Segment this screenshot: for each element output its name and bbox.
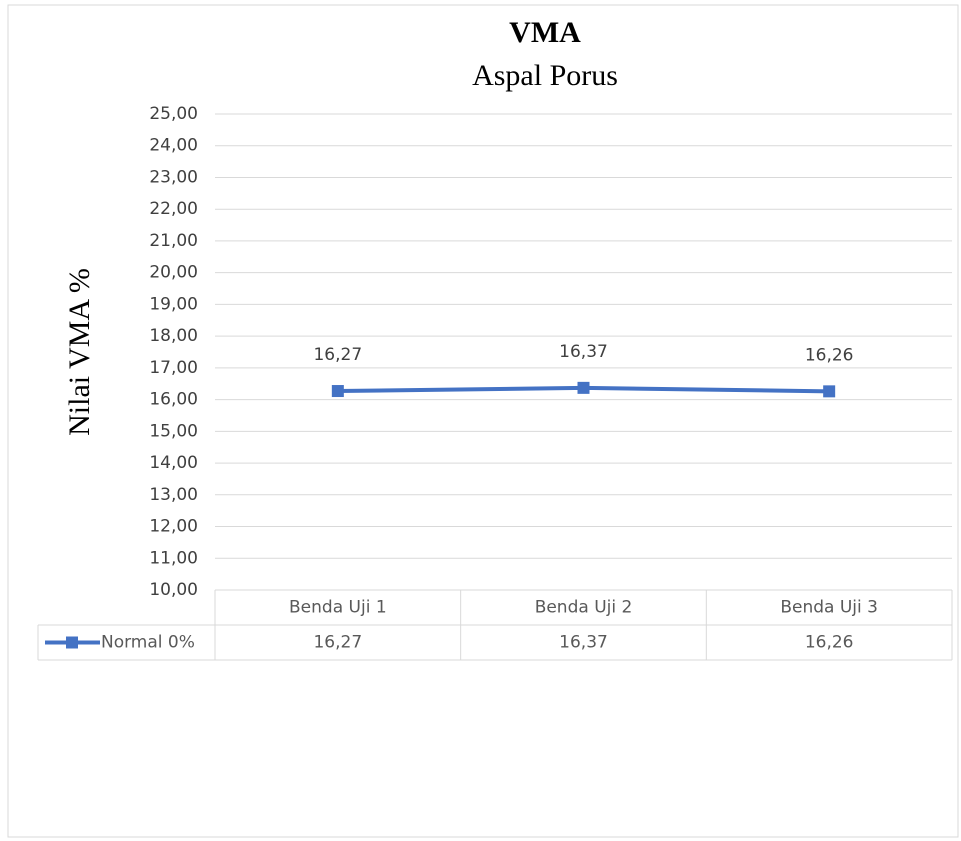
y-tick-label: 22,00 xyxy=(149,199,198,219)
y-tick-label: 20,00 xyxy=(149,263,198,283)
marker xyxy=(577,381,590,394)
y-tick-label: 18,00 xyxy=(149,326,198,346)
y-tick-label: 16,00 xyxy=(149,390,198,410)
x-tick-label: Benda Uji 3 xyxy=(780,598,878,618)
data-label: 16,37 xyxy=(559,342,608,362)
y-tick-label: 21,00 xyxy=(149,231,198,251)
marker xyxy=(823,385,836,398)
y-axis-label: Nilai VMA % xyxy=(63,268,96,436)
chart-title: VMA xyxy=(509,16,581,49)
y-tick-label: 15,00 xyxy=(149,421,198,441)
y-tick-label: 25,00 xyxy=(149,104,198,124)
y-tick-label: 13,00 xyxy=(149,485,198,505)
legend-marker xyxy=(66,636,78,649)
table-value: 16,26 xyxy=(805,633,854,653)
x-tick-label: Benda Uji 2 xyxy=(535,598,633,618)
chart-border xyxy=(7,4,959,838)
y-tick-label: 12,00 xyxy=(149,517,198,537)
y-tick-label: 24,00 xyxy=(149,136,198,156)
legend-label: Normal 0% xyxy=(101,633,195,653)
y-tick-label: 19,00 xyxy=(149,294,198,314)
chart-subtitle: Aspal Porus xyxy=(472,59,618,92)
x-tick-label: Benda Uji 1 xyxy=(289,598,387,618)
y-tick-label: 23,00 xyxy=(149,167,198,187)
y-tick-label: 17,00 xyxy=(149,358,198,378)
y-tick-label: 11,00 xyxy=(149,548,198,568)
y-tick-label: 10,00 xyxy=(149,580,198,600)
table-value: 16,27 xyxy=(313,633,362,653)
y-tick-label: 14,00 xyxy=(149,453,198,473)
data-label: 16,26 xyxy=(805,345,854,365)
data-label: 16,27 xyxy=(313,345,362,365)
marker xyxy=(331,385,344,398)
table-value: 16,37 xyxy=(559,633,608,653)
